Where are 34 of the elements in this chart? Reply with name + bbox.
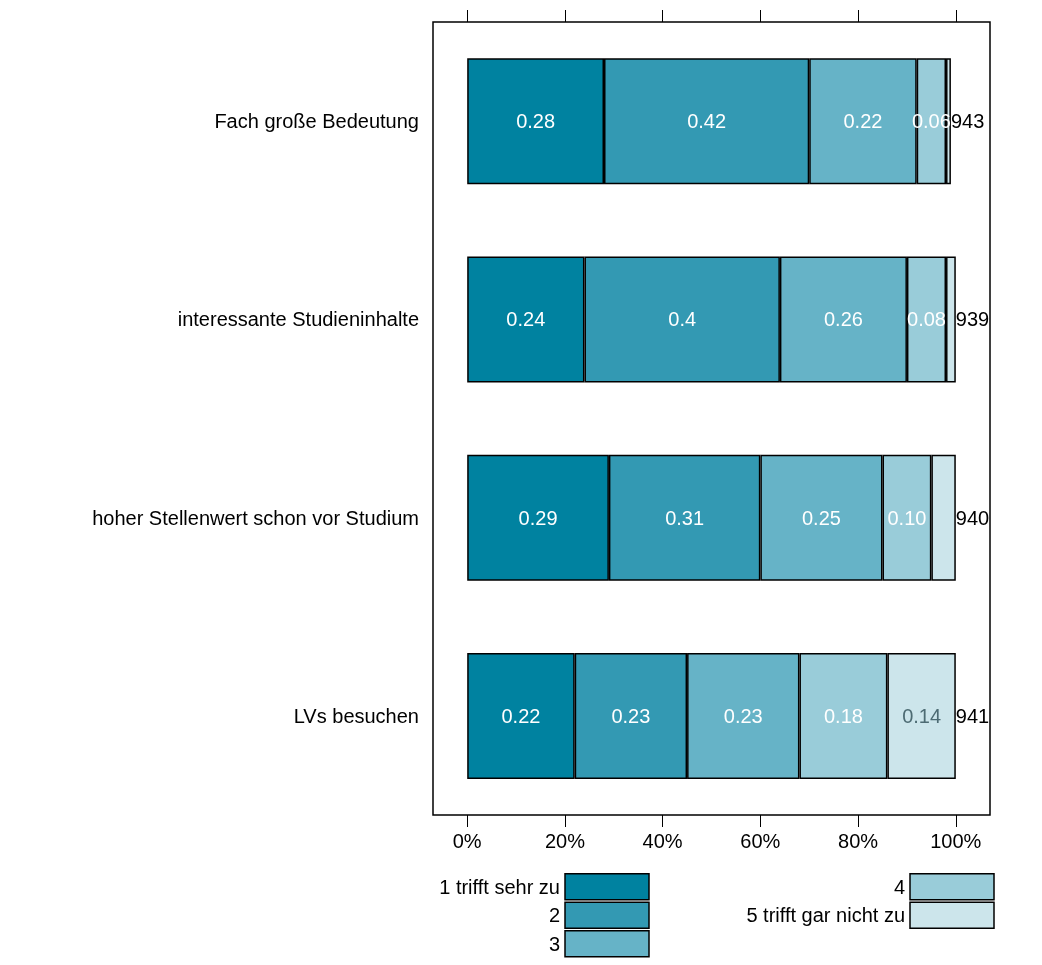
data-label: 0.25: [801, 506, 841, 529]
data-label: 0.42: [687, 110, 727, 133]
legend-label: 5 trifft gar nicht zu: [746, 904, 905, 927]
annotation: 941: [955, 704, 990, 727]
y-tick-label: LVs besuchen: [293, 704, 419, 727]
annotation: 943: [950, 110, 985, 133]
x-tick-label: 20%: [544, 830, 586, 852]
x-tick-label: 80%: [838, 830, 879, 852]
x-tick-label: 40%: [642, 830, 683, 852]
legend-label: 2: [548, 904, 560, 927]
y-tick-label: Fach große Bedeutung: [214, 110, 419, 133]
data-label: 0.26: [823, 308, 863, 331]
annotation: 939: [955, 308, 990, 331]
data-label: 0.24: [506, 308, 546, 331]
data-label: 0.29: [518, 506, 558, 529]
x-tick-label: 0%: [452, 830, 482, 852]
x-tick-label: 100%: [930, 830, 982, 852]
annotation: 940: [955, 506, 990, 529]
data-label: 0.22: [843, 110, 883, 133]
data-label: 0.31: [665, 506, 705, 529]
data-label: 0.23: [723, 704, 763, 727]
legend-label: 4: [893, 875, 905, 898]
x-tick-label: 60%: [740, 830, 781, 852]
legend-label: 3: [548, 932, 560, 955]
data-label: 0.28: [516, 110, 556, 133]
data-label: 0.22: [501, 704, 541, 727]
data-label: 0.23: [611, 704, 651, 727]
data-label: 0.18: [823, 704, 863, 727]
y-tick-label: interessante Studieninhalte: [177, 308, 419, 331]
legend-label: 1 trifft sehr zu: [439, 875, 560, 898]
y-tick-label: hoher Stellenwert schon vor Studium: [92, 506, 419, 529]
data-label: 0.10: [887, 506, 927, 529]
data-label: 0.4: [668, 308, 697, 331]
data-label: 0.14: [902, 704, 942, 727]
